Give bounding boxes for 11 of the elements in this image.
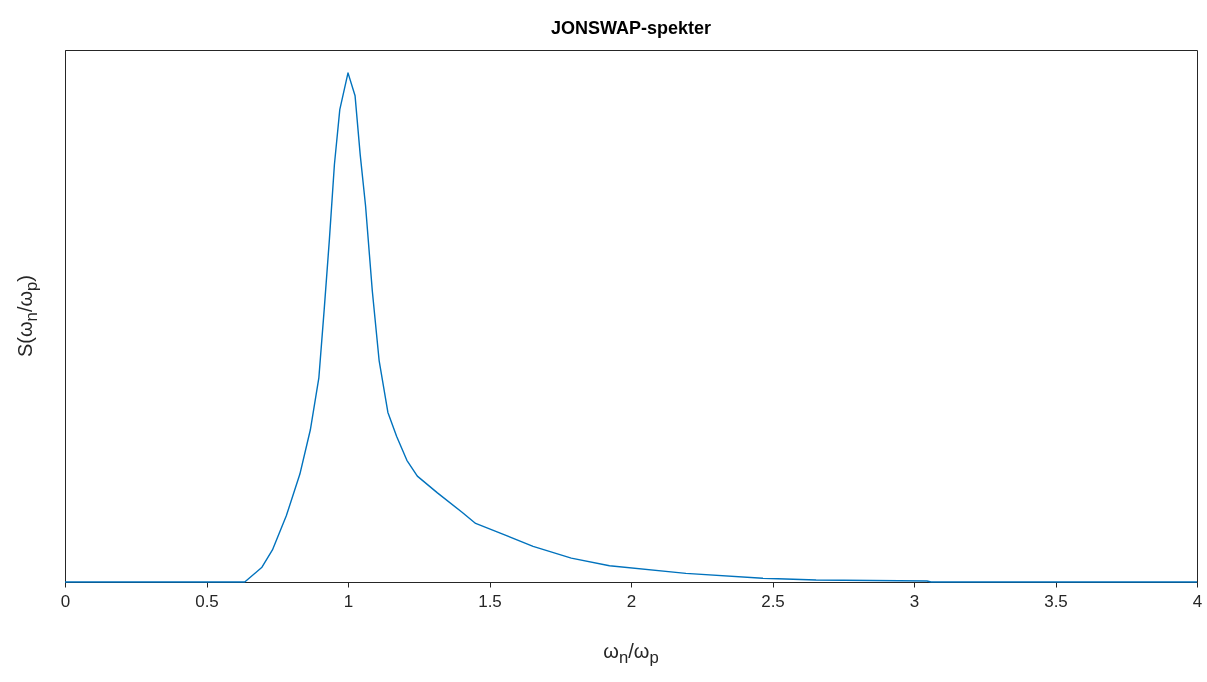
x-tick-label: 1.5 xyxy=(478,591,502,611)
x-tick-label: 1 xyxy=(343,591,354,611)
x-tick-label: 3.5 xyxy=(1044,591,1068,611)
x-tick-label: 4 xyxy=(1192,591,1203,611)
x-axis-title: ω$_{n}$/ω$_{p}$ xyxy=(603,640,659,668)
x-tick-label: 2 xyxy=(626,591,637,611)
chart-title: JONSWAP-spekter xyxy=(550,18,712,38)
x-tick-label: 0 xyxy=(60,591,71,611)
x-tick-label: 0.5 xyxy=(195,591,219,611)
x-tick-label: 2.5 xyxy=(761,591,785,611)
x-tick-label: 3 xyxy=(909,591,920,611)
